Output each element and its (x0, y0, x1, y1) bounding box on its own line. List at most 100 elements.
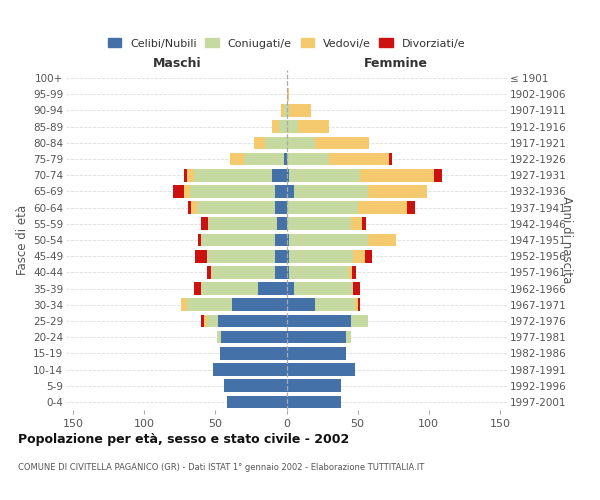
Bar (198, 234, 201, 246)
Bar (201, 234, 275, 246)
Bar (389, 152, 392, 166)
Bar (194, 169, 272, 181)
Bar (272, 169, 287, 181)
Bar (358, 298, 361, 311)
Bar (287, 396, 341, 408)
Bar (184, 169, 187, 181)
Bar (287, 185, 293, 198)
Bar (187, 298, 232, 311)
Bar (284, 104, 287, 117)
Bar (218, 314, 287, 328)
Bar (207, 314, 218, 328)
Bar (258, 282, 287, 295)
Bar (212, 363, 287, 376)
Text: COMUNE DI CIVITELLA PAGANICO (GR) - Dati ISTAT 1° gennaio 2002 - Elaborazione TU: COMUNE DI CIVITELLA PAGANICO (GR) - Dati… (18, 462, 424, 471)
Bar (289, 169, 361, 181)
Bar (287, 314, 350, 328)
Bar (289, 234, 368, 246)
Bar (217, 331, 221, 344)
Bar (362, 218, 366, 230)
Bar (232, 298, 287, 311)
Bar (407, 202, 415, 214)
Bar (361, 169, 434, 181)
Bar (287, 152, 329, 166)
Bar (368, 234, 396, 246)
Legend: Celibi/Nubili, Coniugati/e, Vedovi/e, Divorziati/e: Celibi/Nubili, Coniugati/e, Vedovi/e, Di… (107, 38, 466, 48)
Y-axis label: Fasce di età: Fasce di età (16, 205, 29, 275)
Bar (191, 202, 197, 214)
Bar (254, 136, 265, 149)
Bar (277, 218, 287, 230)
Bar (181, 298, 187, 311)
Bar (287, 104, 289, 117)
Bar (190, 185, 275, 198)
Bar (287, 282, 293, 295)
Bar (211, 266, 275, 278)
Bar (287, 136, 315, 149)
Bar (287, 120, 298, 133)
Bar (207, 266, 211, 278)
Bar (284, 152, 287, 166)
Bar (265, 136, 287, 149)
Bar (349, 266, 352, 278)
Bar (201, 282, 258, 295)
Text: Maschi: Maschi (152, 57, 201, 70)
Bar (289, 250, 353, 262)
Bar (287, 363, 355, 376)
Bar (287, 218, 350, 230)
Bar (196, 250, 207, 262)
Bar (275, 202, 287, 214)
Bar (287, 250, 289, 262)
Bar (224, 380, 287, 392)
Bar (287, 169, 289, 181)
Bar (365, 250, 372, 262)
Bar (287, 347, 346, 360)
Bar (350, 218, 362, 230)
Bar (208, 218, 277, 230)
Bar (221, 331, 287, 344)
Bar (350, 314, 368, 328)
Bar (230, 152, 244, 166)
Bar (188, 202, 191, 214)
Bar (275, 250, 287, 262)
Bar (353, 282, 361, 295)
Text: Femmine: Femmine (364, 57, 428, 70)
Bar (287, 234, 289, 246)
Bar (244, 152, 284, 166)
Bar (187, 169, 194, 181)
Bar (287, 202, 358, 214)
Bar (353, 250, 365, 262)
Bar (184, 185, 190, 198)
Bar (358, 202, 407, 214)
Bar (293, 282, 353, 295)
Bar (289, 104, 311, 117)
Bar (227, 396, 287, 408)
Bar (315, 136, 369, 149)
Bar (287, 331, 346, 344)
Bar (287, 380, 341, 392)
Bar (194, 282, 201, 295)
Bar (201, 314, 204, 328)
Bar (275, 185, 287, 198)
Bar (220, 347, 287, 360)
Bar (204, 314, 207, 328)
Bar (280, 120, 287, 133)
Bar (352, 266, 356, 278)
Bar (275, 234, 287, 246)
Bar (281, 104, 284, 117)
Bar (368, 185, 427, 198)
Bar (289, 266, 349, 278)
Bar (275, 266, 287, 278)
Bar (355, 298, 358, 311)
Bar (287, 88, 289, 101)
Bar (207, 250, 275, 262)
Bar (346, 331, 350, 344)
Bar (287, 298, 315, 311)
Bar (298, 120, 329, 133)
Text: Popolazione per età, sesso e stato civile - 2002: Popolazione per età, sesso e stato civil… (18, 432, 349, 446)
Bar (329, 152, 389, 166)
Bar (287, 266, 289, 278)
Bar (272, 120, 280, 133)
Bar (201, 218, 208, 230)
Bar (197, 202, 275, 214)
